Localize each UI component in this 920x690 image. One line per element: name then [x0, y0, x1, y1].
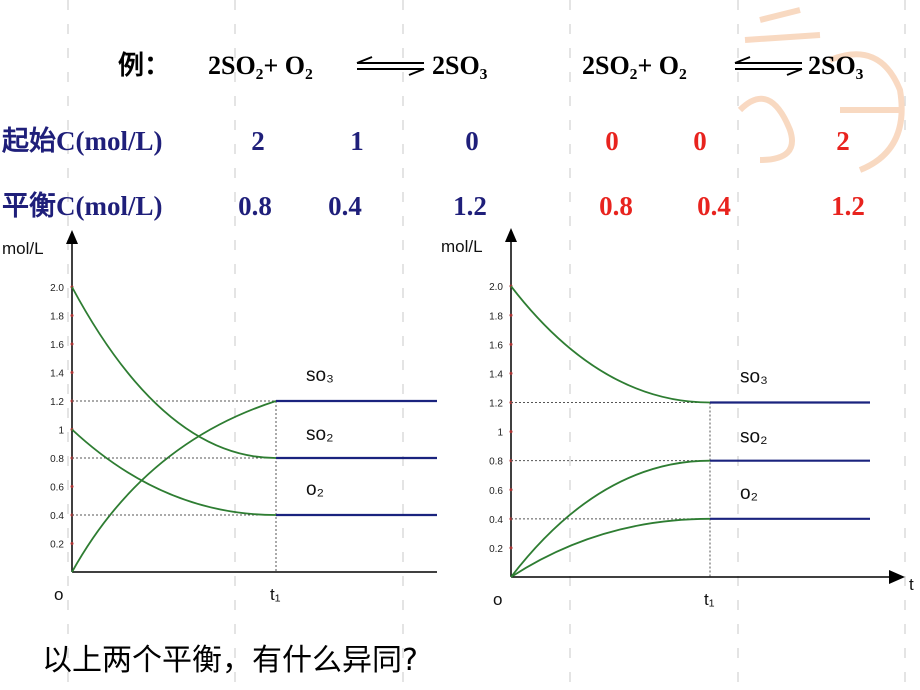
y-tick	[70, 542, 74, 545]
series-label: so₂	[306, 424, 333, 445]
equilibrium-arrow	[734, 56, 803, 76]
question: 以上两个平衡，有什么异同?	[42, 643, 418, 678]
y-tick-label: 0.4	[50, 511, 64, 522]
y-tick	[509, 546, 513, 550]
y-tick-label: 1.6	[50, 340, 64, 351]
y-tick-label: 1.8	[489, 311, 503, 322]
reaction-curve	[510, 285, 711, 404]
reaction-curve	[71, 400, 277, 573]
y-tick-label: 0.6	[50, 483, 64, 494]
y-tick-label: 0.8	[50, 454, 64, 465]
x-tick-label: t₁	[270, 585, 281, 604]
equation-product: 2SO₃	[432, 51, 488, 80]
y-tick	[509, 371, 513, 375]
y-tick-label: 2.0	[50, 283, 64, 294]
table-value: 0	[693, 126, 707, 156]
x-tick-label: o	[54, 585, 63, 604]
equilibrium-arrow	[356, 56, 425, 76]
watermark	[737, 7, 905, 173]
table-value: 0.4	[697, 191, 731, 221]
y-axis-arrow	[505, 228, 517, 242]
y-tick	[509, 342, 513, 346]
y-tick-label: 1.2	[489, 399, 503, 410]
y-tick	[70, 342, 74, 346]
x-tick-label: t₁	[704, 590, 715, 609]
table-value: 0	[465, 126, 479, 156]
reaction-curve	[510, 459, 711, 578]
table-value: 0.8	[599, 191, 633, 221]
series-label: so₂	[740, 427, 767, 448]
y-tick	[70, 314, 74, 317]
y-tick-label: 1.4	[489, 369, 503, 380]
x-tick-label: o	[493, 590, 502, 609]
y-tick-label: 1.6	[489, 340, 503, 351]
y-tick-label: 0.6	[489, 486, 503, 497]
y-tick	[509, 313, 513, 317]
series-label: so₃	[740, 367, 768, 388]
equation-reactants: 2SO₂+ O₂	[582, 51, 687, 80]
y-axis-label: mol/L	[441, 237, 483, 256]
y-tick-label: 1	[58, 426, 64, 437]
table-value: 0.8	[238, 191, 272, 221]
y-tick	[509, 430, 513, 434]
table-value: 1.2	[453, 191, 487, 221]
equation-reactants: 2SO₂+ O₂	[208, 51, 313, 80]
series-label: o₂	[306, 479, 324, 500]
table-value: 1.2	[831, 191, 865, 221]
y-tick-label: 1.2	[50, 397, 64, 408]
series-label: so₃	[306, 365, 334, 386]
row-label: 平衡C(mol/L)	[2, 191, 162, 221]
table-value: 1	[350, 126, 364, 156]
reaction-curve	[71, 428, 277, 516]
table-value: 2	[836, 126, 850, 156]
background-pattern	[67, 0, 906, 690]
y-tick-label: 1.4	[50, 369, 64, 380]
reaction-curve	[71, 286, 277, 459]
y-tick	[509, 488, 513, 492]
y-axis-label: mol/L	[2, 239, 44, 258]
y-tick	[70, 485, 74, 488]
example-label: 例：	[118, 51, 170, 80]
y-tick-label: 2.0	[489, 282, 503, 293]
series-label: o₂	[740, 483, 758, 504]
y-tick-label: 1	[497, 428, 503, 439]
table-value: 0	[605, 126, 619, 156]
y-tick-label: 0.2	[489, 544, 503, 555]
table-value: 2	[251, 126, 265, 156]
y-tick-label: 0.2	[50, 540, 64, 551]
table-value: 0.4	[328, 191, 362, 221]
x-axis-label: t	[909, 575, 914, 594]
row-label: 起始C(mol/L)	[2, 125, 162, 156]
y-axis-arrow	[66, 230, 78, 244]
y-tick	[70, 371, 74, 374]
y-tick-label: 0.4	[489, 515, 503, 526]
y-tick-label: 0.8	[489, 457, 503, 468]
x-axis-arrow	[889, 570, 905, 584]
equation-product: 2SO₃	[808, 51, 864, 80]
y-tick-label: 1.8	[50, 312, 64, 323]
reaction-curve	[510, 517, 711, 578]
